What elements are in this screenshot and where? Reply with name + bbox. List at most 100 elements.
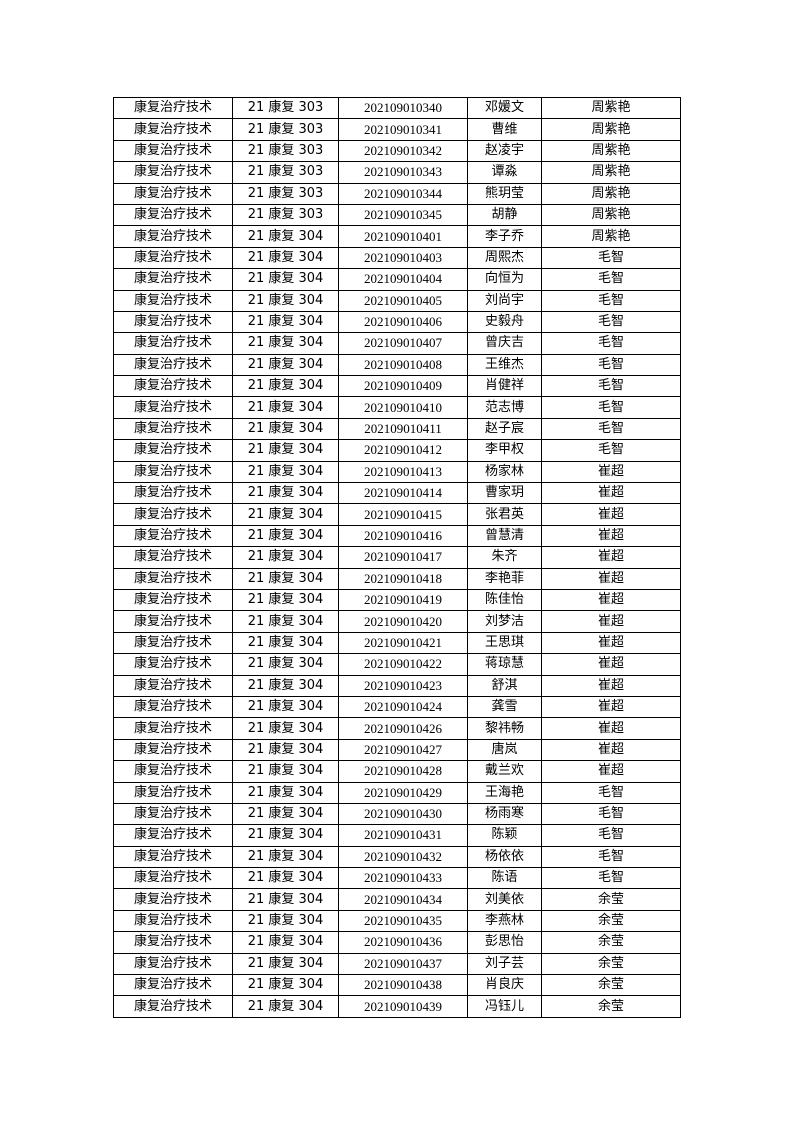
table-cell: 202109010436 [338, 931, 468, 954]
table-cell: 202109010343 [338, 161, 468, 184]
table-cell: 202109010401 [338, 225, 468, 248]
table-cell: 康复治疗技术 [113, 289, 233, 312]
table-cell: 崔超 [541, 695, 681, 719]
table-cell: 202109010423 [338, 674, 468, 697]
table-cell: 康复治疗技术 [113, 717, 233, 740]
table-cell: 21 康复 304 [232, 546, 339, 569]
table-cell: 张君英 [467, 503, 542, 526]
table-cell: 202109010424 [338, 695, 468, 719]
table-row: 康复治疗技术 21 康复 304 202109010406 史毅舟 毛智 [113, 310, 681, 334]
table-cell: 毛智 [541, 353, 681, 377]
table-row: 康复治疗技术 21 康复 304 202109010418 李艳菲 崔超 [113, 567, 681, 590]
table-cell: 王思琪 [467, 631, 542, 655]
table-cell: 202109010434 [338, 888, 468, 911]
table-row: 康复治疗技术 21 康复 303 202109010342 赵凌宇 周紫艳 [113, 139, 681, 163]
table-cell: 21 康复 304 [232, 867, 339, 890]
table-row: 康复治疗技术 21 康复 304 202109010409 肖健祥 毛智 [113, 375, 681, 398]
table-cell: 202109010345 [338, 203, 468, 227]
table-cell: 崔超 [541, 460, 681, 484]
table-cell: 康复治疗技术 [113, 567, 233, 590]
table-row: 康复治疗技术 21 康复 304 202109010423 舒淇 崔超 [113, 674, 681, 697]
table-cell: 周紫艳 [541, 203, 681, 227]
table-row: 康复治疗技术 21 康复 304 202109010408 王维杰 毛智 [113, 353, 681, 377]
table-cell: 陈语 [467, 867, 542, 890]
table-cell: 刘尚宇 [467, 289, 542, 312]
table-row: 康复治疗技术 21 康复 304 202109010439 冯钰儿 余莹 [113, 995, 681, 1018]
table-cell: 21 康复 304 [232, 888, 339, 911]
table-cell: 202109010413 [338, 460, 468, 484]
table-row: 康复治疗技术 21 康复 304 202109010415 张君英 崔超 [113, 503, 681, 526]
table-cell: 肖健祥 [467, 375, 542, 398]
table-cell: 毛智 [541, 246, 681, 270]
table-cell: 202109010412 [338, 439, 468, 462]
table-cell: 21 康复 304 [232, 503, 339, 526]
table-cell: 202109010418 [338, 567, 468, 590]
table-cell: 康复治疗技术 [113, 952, 233, 976]
table-cell: 202109010435 [338, 909, 468, 933]
table-cell: 康复治疗技术 [113, 96, 233, 120]
table-cell: 黎祎畅 [467, 717, 542, 740]
table-row: 康复治疗技术 21 康复 304 202109010416 曾慧清 崔超 [113, 524, 681, 548]
table-cell: 21 康复 304 [232, 845, 339, 869]
table-cell: 21 康复 304 [232, 396, 339, 419]
table-cell: 21 康复 304 [232, 524, 339, 548]
table-cell: 202109010432 [338, 845, 468, 869]
table-row: 康复治疗技术 21 康复 304 202109010410 范志博 毛智 [113, 396, 681, 419]
table-cell: 周紫艳 [541, 225, 681, 248]
table-cell: 康复治疗技术 [113, 909, 233, 933]
table-cell: 21 康复 304 [232, 375, 339, 398]
table-cell: 崔超 [541, 546, 681, 569]
table-cell: 康复治疗技术 [113, 439, 233, 462]
table-row: 康复治疗技术 21 康复 304 202109010433 陈语 毛智 [113, 867, 681, 890]
table-cell: 康复治疗技术 [113, 674, 233, 697]
table-cell: 康复治疗技术 [113, 246, 233, 270]
table-cell: 202109010415 [338, 503, 468, 526]
table-cell: 21 康复 304 [232, 995, 339, 1018]
table-row: 康复治疗技术 21 康复 304 202109010405 刘尚宇 毛智 [113, 289, 681, 312]
table-cell: 周熙杰 [467, 246, 542, 270]
table-cell: 21 康复 304 [232, 802, 339, 826]
table-cell: 范志博 [467, 396, 542, 419]
table-row: 康复治疗技术 21 康复 304 202109010436 彭思怡 余莹 [113, 931, 681, 954]
table-cell: 向恒为 [467, 268, 542, 291]
table-row: 康复治疗技术 21 康复 304 202109010424 龚雪 崔超 [113, 695, 681, 719]
table-cell: 余莹 [541, 952, 681, 976]
table-cell: 崔超 [541, 717, 681, 740]
table-row: 康复治疗技术 21 康复 304 202109010401 李子乔 周紫艳 [113, 225, 681, 248]
table-cell: 21 康复 304 [232, 310, 339, 334]
table-cell: 赵凌宇 [467, 139, 542, 163]
table-cell: 康复治疗技术 [113, 631, 233, 655]
table-cell: 毛智 [541, 289, 681, 312]
table-cell: 杨家林 [467, 460, 542, 484]
table-cell: 21 康复 304 [232, 289, 339, 312]
table-cell: 康复治疗技术 [113, 503, 233, 526]
table-cell: 21 康复 304 [232, 653, 339, 676]
table-cell: 康复治疗技术 [113, 310, 233, 334]
table-row: 康复治疗技术 21 康复 304 202109010414 曹家玥 崔超 [113, 482, 681, 505]
table-cell: 202109010426 [338, 717, 468, 740]
table-row: 康复治疗技术 21 康复 303 202109010345 胡静 周紫艳 [113, 203, 681, 227]
table-row: 康复治疗技术 21 康复 304 202109010426 黎祎畅 崔超 [113, 717, 681, 740]
table-body: 康复治疗技术 21 康复 303 202109010340 邓媛文 周紫艳 康复治疗技术 2… [113, 96, 681, 1018]
table-cell: 曾慧清 [467, 524, 542, 548]
table-cell: 康复治疗技术 [113, 995, 233, 1018]
table-row: 康复治疗技术 21 康复 304 202109010434 刘美依 余莹 [113, 888, 681, 911]
table-cell: 熊玥莹 [467, 182, 542, 205]
table-cell: 21 康复 304 [232, 717, 339, 740]
table-row: 康复治疗技术 21 康复 304 202109010411 赵子宸 毛智 [113, 417, 681, 441]
table-cell: 21 康复 304 [232, 931, 339, 954]
table-cell: 康复治疗技术 [113, 546, 233, 569]
table-cell: 毛智 [541, 417, 681, 441]
table-cell: 21 康复 304 [232, 974, 339, 997]
table-row: 康复治疗技术 21 康复 304 202109010417 朱齐 崔超 [113, 546, 681, 569]
table-cell: 21 康复 304 [232, 909, 339, 933]
table-cell: 21 康复 304 [232, 246, 339, 270]
table-cell: 崔超 [541, 588, 681, 612]
table-cell: 康复治疗技术 [113, 225, 233, 248]
table-cell: 康复治疗技术 [113, 396, 233, 419]
table-cell: 202109010403 [338, 246, 468, 270]
table-cell: 王维杰 [467, 353, 542, 377]
table-cell: 康复治疗技术 [113, 888, 233, 911]
table-cell: 康复治疗技术 [113, 931, 233, 954]
table-row: 康复治疗技术 21 康复 304 202109010432 杨依依 毛智 [113, 845, 681, 869]
